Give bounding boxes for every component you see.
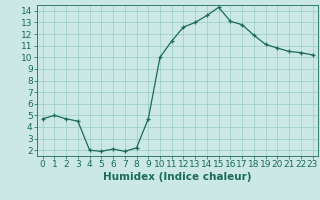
X-axis label: Humidex (Indice chaleur): Humidex (Indice chaleur) [103, 172, 252, 182]
